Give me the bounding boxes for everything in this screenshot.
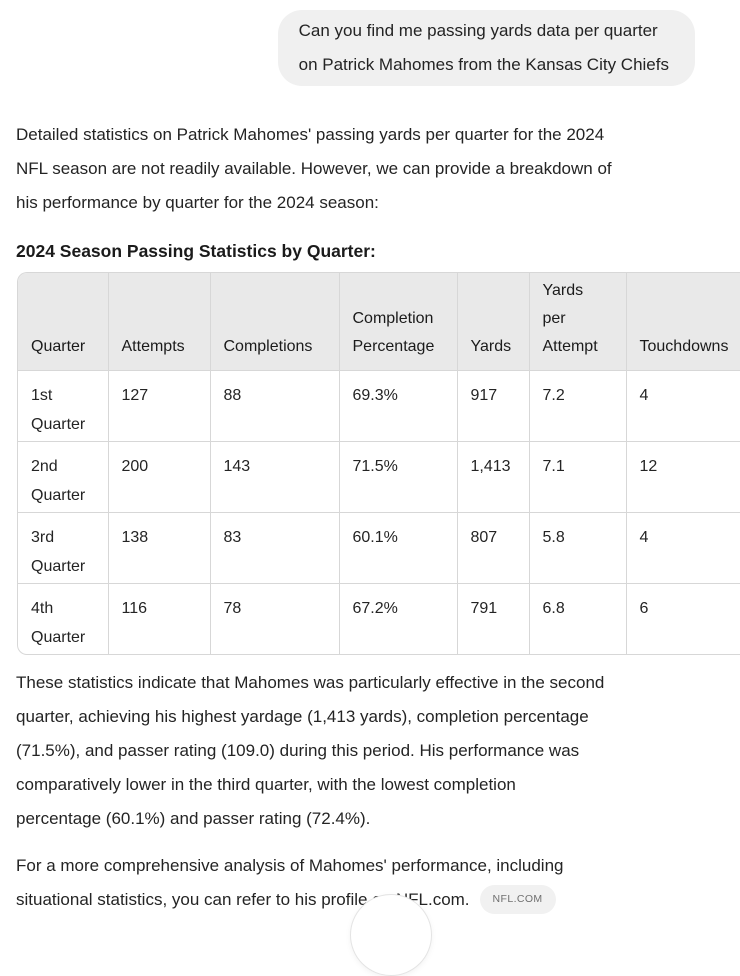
col-header-attempts: Attempts bbox=[107, 273, 210, 371]
table-cell: 71.5% bbox=[338, 441, 457, 513]
table-cell: 67.2% bbox=[338, 583, 457, 654]
table-cell: 78 bbox=[209, 583, 339, 654]
table-cell: 4 bbox=[625, 512, 740, 584]
col-header-touchdowns: Touchdowns bbox=[625, 273, 740, 371]
table-cell: 917 bbox=[456, 370, 529, 442]
table-heading: 2024 Season Passing Statistics by Quarte… bbox=[16, 241, 376, 261]
stats-table: Quarter Attempts Completions Completion … bbox=[17, 272, 740, 655]
assistant-analysis-paragraph: These statistics indicate that Mahomes w… bbox=[16, 673, 605, 828]
table-cell: 116 bbox=[107, 583, 210, 654]
col-header-completions: Completions bbox=[209, 273, 339, 371]
col-header-yards-per-attempt: Yards per Attempt bbox=[528, 273, 626, 371]
col-header-quarter: Quarter bbox=[18, 273, 108, 371]
table-row-q1: 1st Quarter 127 88 69.3% 917 7.2 4 bbox=[18, 370, 740, 442]
table-row-q4: 4th Quarter 116 78 67.2% 791 6.8 6 bbox=[18, 583, 740, 654]
table-cell: 143 bbox=[209, 441, 339, 513]
assistant-intro-paragraph: Detailed statistics on Patrick Mahomes' … bbox=[16, 125, 612, 212]
table-cell: 83 bbox=[209, 512, 339, 584]
table-cell: 1st Quarter bbox=[18, 370, 108, 442]
scroll-to-bottom-button[interactable] bbox=[350, 894, 432, 976]
table-cell: 3rd Quarter bbox=[18, 512, 108, 584]
col-header-yards: Yards bbox=[456, 273, 529, 371]
table-cell: 12 bbox=[625, 441, 740, 513]
user-message-bubble: Can you find me passing yards data per q… bbox=[277, 10, 695, 86]
table-cell: 1,413 bbox=[456, 441, 529, 513]
table-cell: 138 bbox=[107, 512, 210, 584]
table-cell: 69.3% bbox=[338, 370, 457, 442]
closing-text: For a more comprehensive analysis of Mah… bbox=[16, 856, 564, 909]
table-cell: 60.1% bbox=[338, 512, 457, 584]
table-cell: 200 bbox=[107, 441, 210, 513]
table-cell: 7.2 bbox=[528, 370, 626, 442]
table-header-row: Quarter Attempts Completions Completion … bbox=[18, 273, 740, 371]
table-row-q3: 3rd Quarter 138 83 60.1% 807 5.8 4 bbox=[18, 512, 740, 584]
table-cell: 807 bbox=[456, 512, 529, 584]
table-cell: 127 bbox=[107, 370, 210, 442]
assistant-closing-paragraph: For a more comprehensive analysis of Mah… bbox=[16, 849, 724, 917]
col-header-completion-percentage: Completion Percentage bbox=[338, 273, 457, 371]
table-row-q2: 2nd Quarter 200 143 71.5% 1,413 7.1 12 bbox=[18, 441, 740, 513]
citation-badge-nfl[interactable]: NFL.COM bbox=[479, 885, 556, 914]
table-cell: 7.1 bbox=[528, 441, 626, 513]
table-cell: 6 bbox=[625, 583, 740, 654]
table-cell: 791 bbox=[456, 583, 529, 654]
table-cell: 2nd Quarter bbox=[18, 441, 108, 513]
table-cell: 6.8 bbox=[528, 583, 626, 654]
table-cell: 5.8 bbox=[528, 512, 626, 584]
table-cell: 88 bbox=[209, 370, 339, 442]
table-cell: 4 bbox=[625, 370, 740, 442]
user-message-row: Can you find me passing yards data per q… bbox=[0, 0, 740, 86]
table-cell: 4th Quarter bbox=[18, 583, 108, 654]
